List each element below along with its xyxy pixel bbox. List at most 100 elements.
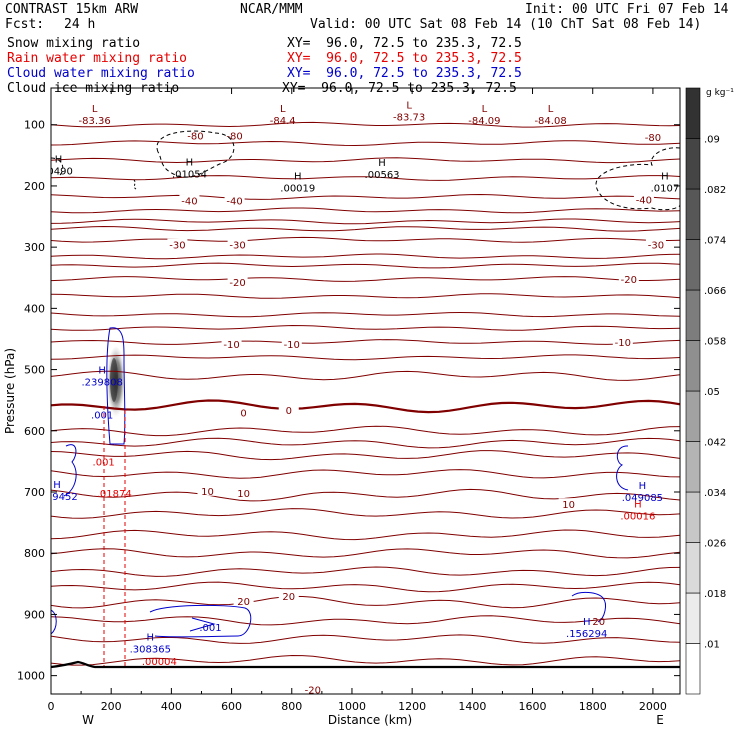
cloud-ice-contour — [156, 130, 235, 178]
contour-label-bg — [221, 337, 242, 349]
contour-label: 20 — [282, 592, 295, 603]
contour-label: -30 — [229, 241, 245, 252]
temperature-contour-line — [51, 175, 680, 181]
temperature-contour-line — [51, 157, 680, 164]
colorbar-tick-label: .018 — [704, 589, 726, 600]
extremum-marker: H — [634, 500, 642, 511]
y-tick-label: 200 — [24, 180, 45, 193]
x-tick-label: 400 — [161, 700, 182, 713]
temperature-contour-line — [51, 193, 680, 200]
field-cloud-name: Cloud water mixing ratio — [7, 66, 195, 81]
extremum-marker: H — [98, 366, 106, 377]
contour-label-bg — [612, 336, 633, 348]
colorbar-tick-label: .034 — [704, 488, 726, 499]
axes: 0 200 400 600 800 1000 1200 1400 1600 1800 2000100… — [17, 88, 680, 713]
temperature-contour-line — [51, 566, 680, 577]
extremum-value: -83.36 — [79, 116, 111, 127]
extremum-marker: H — [53, 480, 61, 491]
y-tick-label: 700 — [24, 486, 45, 499]
east-label: E — [656, 713, 664, 727]
extremum-marker: H — [661, 171, 669, 182]
colorbar-segment — [685, 592, 701, 644]
extremum-value: -84.08 — [534, 116, 566, 127]
temperature-contour-line — [51, 236, 680, 243]
plot-border — [50, 87, 681, 695]
contour-label-bg — [633, 193, 654, 205]
extremum-value: -83.73 — [393, 112, 425, 123]
colorbar-segment — [685, 390, 701, 442]
colorbar: .01 .018 .026 .034 .042 .05 .058 .066 .074 .082 .0… — [685, 87, 726, 695]
extremum-value: .001 — [93, 458, 115, 469]
snow-shading-core — [110, 358, 118, 402]
contour-label-bg — [224, 129, 245, 141]
temperature-contour-line — [51, 253, 680, 260]
temperature-contour-line — [51, 469, 680, 479]
contour-label: -40 — [636, 195, 652, 206]
contour-label-bg — [278, 590, 299, 602]
cloud-water-contour — [189, 617, 216, 632]
temperature-contour-line — [51, 508, 680, 519]
cloud-water-contour — [63, 444, 77, 497]
temperature-contour-line — [51, 262, 680, 269]
extremum-marker: H — [147, 632, 155, 643]
y-tick-label: 400 — [24, 302, 45, 315]
colorbar-segment — [685, 289, 701, 341]
contour-label: -10 — [284, 340, 300, 351]
y-axis-title: Pressure (hPa) — [3, 348, 17, 434]
temperature-contours: -80 -80 -80 -40 -40 -40 -30 -30 -30 -20 -20 -20 -10 -… — [51, 121, 680, 697]
contour-label-bg — [618, 272, 639, 284]
extremum-value: .308365 — [130, 644, 171, 655]
temperature-contour-line — [51, 225, 680, 232]
extremum-value: .0490 — [44, 166, 73, 177]
extremum-value: -84.09 — [468, 116, 500, 127]
colorbar-segment — [685, 87, 701, 139]
contour-label: 10 — [237, 489, 250, 500]
x-tick-label: 600 — [221, 700, 242, 713]
valid-time: Valid: 00 UTC Sat 08 Feb 14 (10 ChT Sat … — [310, 17, 702, 32]
contour-label: -80 — [187, 132, 203, 143]
extremum-value: .001 — [199, 623, 221, 634]
contour-label-bg — [642, 130, 663, 142]
colorbar-segment — [685, 188, 701, 240]
extremum-marker: L — [406, 100, 412, 111]
contour-label-bg — [233, 406, 254, 418]
contour-label: -40 — [181, 197, 197, 208]
extremum-value: .0107 — [651, 183, 680, 194]
contour-label: 0 — [240, 408, 246, 419]
colorbar-tick-label: .082 — [704, 185, 726, 196]
x-tick-label: 1400 — [458, 700, 486, 713]
temperature-contour-line — [51, 581, 680, 593]
extremum-value: .01874 — [97, 489, 132, 500]
contour-label-bg — [185, 129, 206, 141]
contour-label: -80 — [226, 132, 242, 143]
colorbar-tick-label: .05 — [704, 387, 720, 398]
cloud-ice-contour — [595, 147, 680, 211]
extremum-marker: H — [294, 171, 302, 182]
colorbar-segment — [685, 239, 701, 291]
x-tick-label: 1000 — [338, 700, 366, 713]
x-tick-label: 1600 — [519, 700, 547, 713]
temperature-contour-line — [51, 615, 680, 626]
contour-label-bg — [645, 238, 666, 250]
temperature-contour-line — [51, 218, 680, 225]
colorbar-tick-label: .042 — [704, 438, 726, 449]
center-name: NCAR/MMM — [240, 2, 303, 17]
contour-label-bg — [558, 498, 579, 510]
field-snow-name: Snow mixing ratio — [7, 36, 141, 51]
temperature-contour-line — [51, 425, 680, 437]
contour-label-bg — [197, 484, 218, 496]
contour-label-bg — [233, 487, 254, 499]
x-tick-label: 0 — [48, 700, 55, 713]
temperature-contour-line — [51, 207, 680, 214]
extremum-value: .00004 — [142, 657, 177, 668]
temperature-contour-line — [51, 450, 680, 461]
extremum-marker: H — [186, 157, 194, 168]
extrema-labels: L-83.36L-84.4L-83.73L-84.09L-84.08H.0490… — [44, 100, 680, 668]
contour-label: -20 — [305, 686, 321, 697]
temperature-contour-line — [51, 293, 680, 299]
y-tick-label: 600 — [24, 425, 45, 438]
contour-label-bg — [227, 276, 248, 288]
extremum-marker: H — [583, 617, 591, 628]
colorbar-segment — [685, 138, 701, 190]
